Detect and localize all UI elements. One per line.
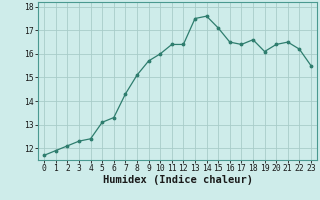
X-axis label: Humidex (Indice chaleur): Humidex (Indice chaleur)	[103, 175, 252, 185]
